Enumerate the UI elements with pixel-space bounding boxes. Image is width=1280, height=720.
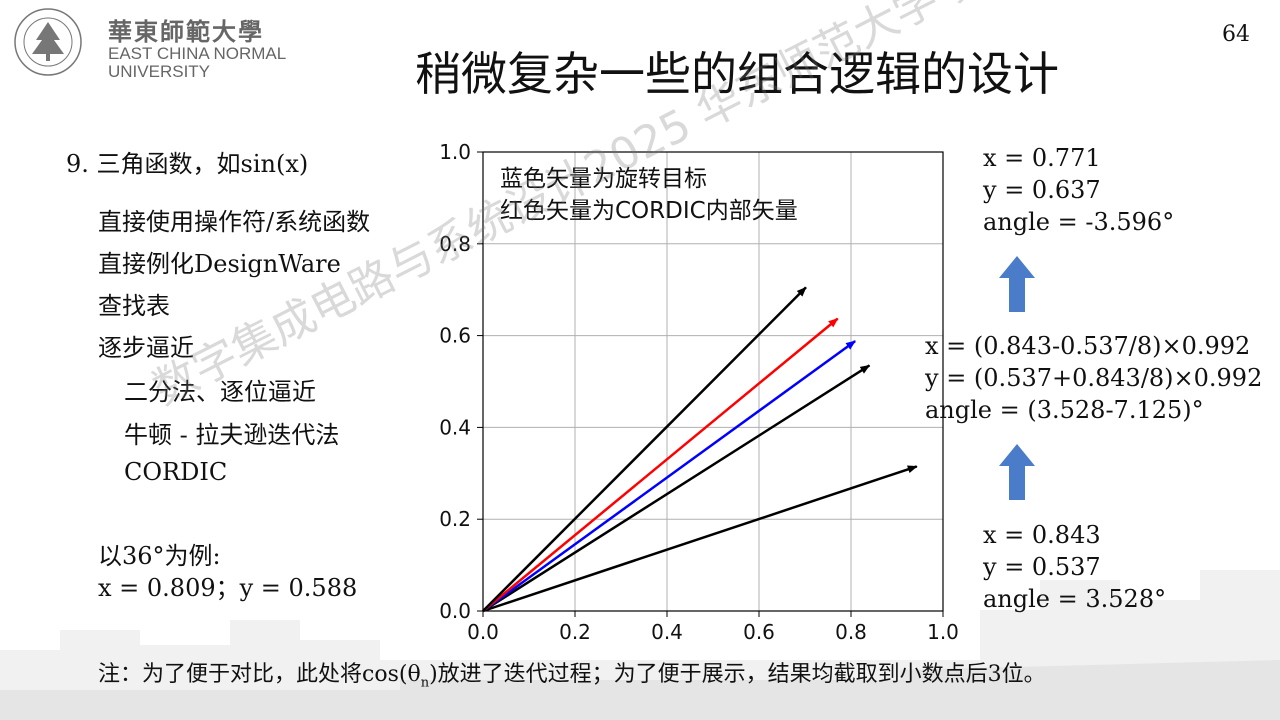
up-arrow-icon: [999, 256, 1035, 312]
y-tick-label: 0.8: [439, 232, 471, 256]
bottom-annotation-x: x = 0.843: [983, 521, 1101, 549]
footnote-part2: )放进了迭代过程；为了便于展示，结果均截取到小数点后3位。: [429, 662, 1046, 687]
chart-legend-line: 蓝色矢量为旋转目标: [500, 166, 707, 192]
method-subitem: CORDIC: [124, 458, 228, 486]
y-tick-label: 0.6: [439, 324, 471, 348]
x-tick-label: 0.4: [651, 620, 683, 644]
middle-annotation-x: x = (0.843-0.537/8)×0.992: [925, 332, 1251, 360]
footnote: 注：为了便于对比，此处将cos(θn)放进了迭代过程；为了便于展示，结果均截取到…: [98, 656, 1046, 690]
section-heading: 9. 三角函数，如sin(x): [66, 150, 309, 178]
x-tick-label: 0.0: [467, 620, 499, 644]
campus-background-silhouette: [0, 570, 1280, 720]
example-values: x = 0.809；y = 0.588: [98, 574, 358, 602]
vector-arrow: [482, 465, 918, 613]
x-tick-label: 1.0: [927, 620, 959, 644]
x-tick-label: 0.8: [835, 620, 867, 644]
bottom-annotation-y: y = 0.537: [983, 553, 1101, 581]
vector-arrow: [482, 286, 807, 612]
vector-arrow: [482, 364, 871, 613]
y-tick-label: 0.0: [439, 599, 471, 623]
y-tick-label: 0.2: [439, 507, 471, 531]
up-arrow-icon: [999, 444, 1035, 500]
method-item: 逐步逼近: [98, 334, 194, 362]
y-tick-label: 1.0: [439, 140, 471, 164]
chart-ticks: 0.0 0.2 0.4 0.6 0.8 1.0 0.0 0.2 0.4 0.6 0.8 1.0: [439, 140, 959, 644]
top-annotation-y: y = 0.637: [983, 176, 1101, 204]
cordic-vector-chart: 0.0 0.2 0.4 0.6 0.8 1.0 0.0 0.2 0.4 0.6 0.8 1.0 蓝色矢…: [439, 140, 959, 644]
middle-annotation-angle: angle = (3.528-7.125)°: [925, 396, 1204, 424]
chart-legend-line: 红色矢量为CORDIC内部矢量: [500, 198, 798, 224]
middle-annotation-y: y = (0.537+0.843/8)×0.992: [925, 364, 1263, 392]
method-item: 查找表: [98, 292, 170, 320]
chart-vectors: [482, 286, 918, 613]
slide-title: 稍微复杂一些的组合逻辑的设计: [415, 47, 1059, 101]
vector-arrow: [482, 317, 839, 612]
logo-english-name-line2: UNIVERSITY: [108, 62, 211, 81]
method-subitem: 二分法、逐位逼近: [124, 378, 316, 406]
top-annotation-angle: angle = -3.596°: [983, 208, 1175, 236]
example-caption: 以36°为例:: [98, 542, 221, 570]
method-subitem: 牛顿 - 拉夫逊迭代法: [124, 421, 340, 449]
y-tick-label: 0.4: [439, 415, 471, 439]
university-logo: 華東師範大學 EAST CHINA NORMAL UNIVERSITY: [12, 6, 302, 81]
method-item: 直接使用操作符/系统函数: [98, 208, 371, 236]
method-item: 直接例化DesignWare: [98, 250, 341, 278]
university-seal-icon: [14, 8, 82, 76]
footnote-part1: 注：为了便于对比，此处将cos(θ: [98, 662, 421, 687]
logo-chinese-name: 華東師範大學: [108, 17, 264, 46]
x-tick-label: 0.6: [743, 620, 775, 644]
bottom-annotation-angle: angle = 3.528°: [983, 585, 1167, 613]
logo-english-name-line1: EAST CHINA NORMAL: [108, 44, 287, 63]
top-annotation-x: x = 0.771: [983, 144, 1101, 172]
x-tick-label: 0.2: [559, 620, 591, 644]
page-number: 64: [1222, 22, 1250, 47]
plot-area-frame: [482, 151, 944, 612]
footnote-subscript: n: [420, 675, 430, 691]
vector-arrow: [482, 340, 856, 613]
